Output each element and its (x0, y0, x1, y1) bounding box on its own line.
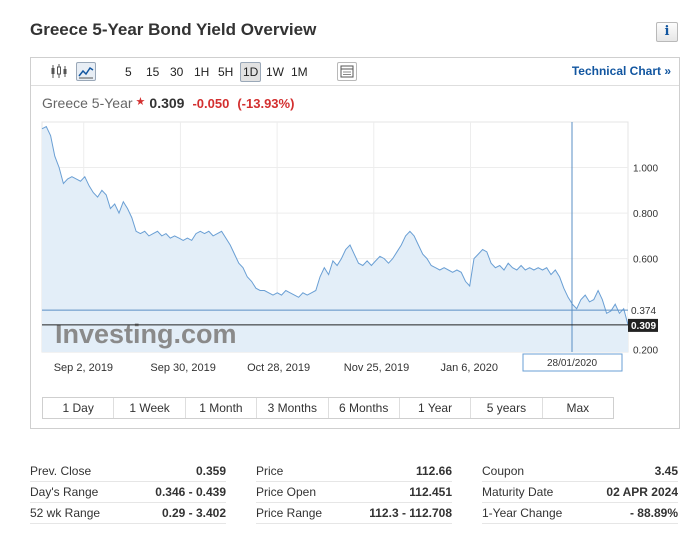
range-5-years[interactable]: 5 years (471, 398, 543, 418)
page-title: Greece 5-Year Bond Yield Overview (30, 20, 317, 39)
svg-text:28/01/2020: 28/01/2020 (547, 358, 597, 369)
instrument-name: Greece 5-Year (42, 95, 133, 111)
technical-chart-link[interactable]: Technical Chart » (571, 64, 671, 78)
stat-1-year-change: 1-Year Change - 88.89% (482, 503, 678, 524)
range-selector: 1 Day 1 Week 1 Month 3 Months 6 Months 1… (42, 397, 614, 419)
y-tick-label: 0.600 (633, 255, 658, 266)
chart-settings-icon[interactable] (337, 62, 357, 81)
y-tick-label: 0.800 (633, 209, 658, 220)
x-tick-label: Sep 30, 2019 (150, 362, 215, 374)
star-icon: ★ (135, 96, 146, 108)
timeframe-1m[interactable]: 1M (291, 65, 308, 79)
stat-price-range: Price Range 112.3 - 112.708 (256, 503, 452, 524)
chart-panel: 5 15 30 1H 5H 1D 1W 1M Technical Chart »… (30, 57, 680, 429)
range-1-year[interactable]: 1 Year (400, 398, 472, 418)
timeframe-30[interactable]: 30 (170, 65, 184, 79)
timeframe-1w[interactable]: 1W (266, 65, 284, 79)
stat-coupon: Coupon 3.45 (482, 461, 678, 482)
x-tick-label: Nov 25, 2019 (344, 362, 409, 374)
series-line (41, 125, 629, 325)
range-max[interactable]: Max (566, 401, 590, 415)
timeframe-5[interactable]: 5 (125, 65, 132, 79)
stat-price-open: Price Open 112.451 (256, 482, 452, 503)
series-area (42, 126, 628, 352)
watermark: Investing.com (55, 319, 237, 349)
timeframe-1d[interactable]: 1D (240, 62, 262, 82)
svg-text:0.374: 0.374 (631, 306, 656, 317)
stat-price: Price 112.66 (256, 461, 452, 482)
quote-line: Greece 5-Year ★ 0.309 -0.050 (-13.93%) (42, 95, 294, 111)
range-1-week[interactable]: 1 Week (114, 398, 186, 418)
x-tick-label: Oct 28, 2019 (247, 362, 310, 374)
last-price-label: 0.309 (628, 318, 658, 332)
timeframe-5h[interactable]: 5H (218, 65, 234, 79)
range-1-day[interactable]: 1 Day (43, 398, 115, 418)
info-button[interactable]: i (656, 22, 678, 42)
x-tick-label: Sep 2, 2019 (54, 362, 113, 374)
crosshair-y-label: 0.374 (628, 303, 658, 318)
stats-column-2: Price 112.66 Price Open 112.451 Price Rang… (256, 461, 452, 524)
price-change: -0.050 (192, 96, 230, 111)
last-price: 0.309 (149, 95, 185, 111)
chart-toolbar: 5 15 30 1H 5H 1D 1W 1M Technical Chart » (31, 58, 679, 86)
price-change-percent: (-13.93%) (237, 96, 295, 111)
range-6-months[interactable]: 6 Months (329, 398, 400, 418)
area-chart-icon[interactable] (76, 62, 96, 81)
stat-52wk-range: 52 wk Range 0.29 - 3.402 (30, 503, 226, 524)
y-tick-label: 0.200 (633, 346, 658, 357)
svg-text:0.309: 0.309 (631, 321, 656, 332)
x-tick-label: Jan 6, 2020 (440, 362, 498, 374)
stat-maturity-date: Maturity Date 02 APR 2024 (482, 482, 678, 503)
yield-chart[interactable]: Investing.com 1.000 0.800 0.600 0.200 Sep 2… (31, 58, 679, 388)
stats-column-3: Coupon 3.45 Maturity Date 02 APR 2024 1-Ye… (482, 461, 678, 524)
crosshair-x-label: 28/01/2020 (522, 353, 623, 372)
candlestick-icon[interactable] (49, 62, 69, 81)
stats-column-1: Prev. Close 0.359 Day's Range 0.346 - 0.43… (30, 461, 226, 524)
stat-prev-close: Prev. Close 0.359 (30, 461, 226, 482)
stat-days-range: Day's Range 0.346 - 0.439 (30, 482, 226, 503)
timeframe-1h[interactable]: 1H (194, 65, 210, 79)
y-tick-label: 1.000 (633, 164, 658, 175)
range-3-months[interactable]: 3 Months (257, 398, 329, 418)
range-1-month[interactable]: 1 Month (186, 398, 258, 418)
timeframe-15[interactable]: 15 (146, 65, 160, 79)
